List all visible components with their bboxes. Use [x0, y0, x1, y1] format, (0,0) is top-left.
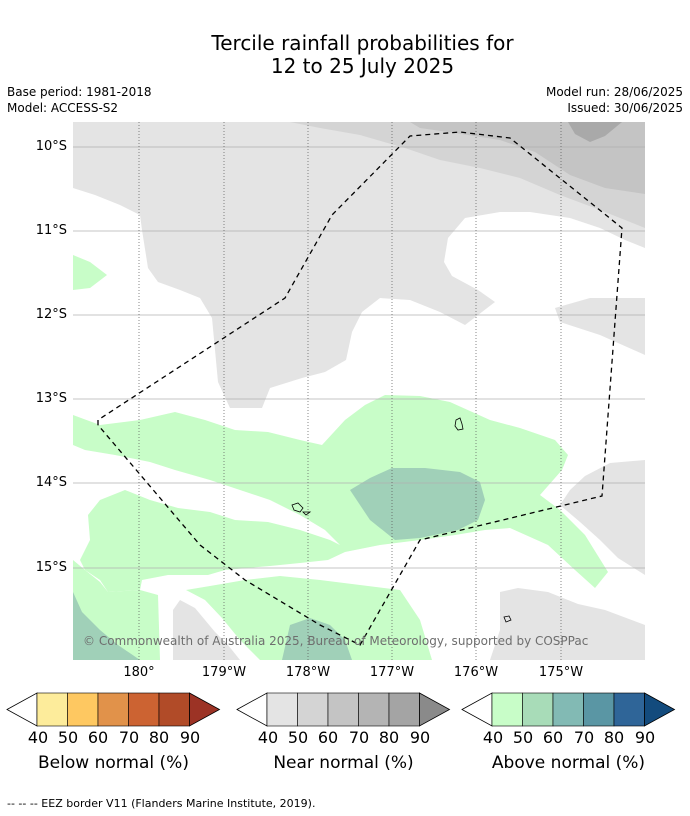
near-normal-region-north-peak: [568, 122, 622, 142]
issued-date: Issued: 30/06/2025: [567, 101, 683, 115]
island-south: [503, 615, 512, 623]
lat-label: 13°S: [35, 391, 67, 406]
near-normal-region-southeast: [560, 460, 645, 575]
eez-border: [97, 131, 623, 646]
above-normal-region-south-core: [282, 618, 352, 660]
above-normal-region-core: [350, 468, 485, 540]
tick-label: 40: [482, 728, 504, 747]
above-normal-region-west-patch: [73, 255, 107, 290]
tick-label: 50: [287, 728, 309, 747]
island-west: [291, 502, 312, 516]
near-normal-region-southwest: [173, 600, 240, 660]
near-normal-region-north: [73, 122, 645, 408]
lon-label: 176°W: [453, 665, 499, 680]
latitude-gridlines: [73, 146, 645, 569]
base-period: Base period: 1981-2018: [7, 85, 152, 99]
lon-label: 177°W: [369, 665, 415, 680]
tick-label: 50: [57, 728, 79, 747]
above-normal-region-southwest-core: [73, 592, 140, 660]
lon-label: 175°W: [538, 665, 584, 680]
above-normal-region-main: [73, 395, 608, 592]
tick-label: 40: [257, 728, 279, 747]
tick-label: 90: [409, 728, 431, 747]
tick-label: 70: [573, 728, 595, 747]
colorbar-near-label: Near normal (%): [273, 753, 414, 773]
tick-label: 60: [87, 728, 109, 747]
meta-left: Base period: 1981-2018 Model: ACCESS-S2: [7, 84, 152, 116]
tick-label: 60: [542, 728, 564, 747]
tick-label: 90: [634, 728, 656, 747]
model-name: Model: ACCESS-S2: [7, 101, 119, 115]
above-normal-region-south-2: [186, 576, 432, 660]
tick-label: 90: [179, 728, 201, 747]
tick-label: 70: [118, 728, 140, 747]
tick-label: 40: [27, 728, 49, 747]
tick-label: 70: [348, 728, 370, 747]
lat-label: 15°S: [35, 560, 67, 575]
colorbar-above-label: Above normal (%): [491, 753, 646, 773]
copyright-notice: © Commonwealth of Australia 2025, Bureau…: [83, 634, 589, 648]
lon-label: 180°: [123, 665, 155, 680]
colorbar-below-label: Below normal (%): [38, 753, 189, 773]
map-area: [73, 122, 645, 660]
lat-label: 11°S: [35, 223, 67, 238]
lat-label: 14°S: [35, 475, 67, 490]
lon-label: 179°W: [201, 665, 247, 680]
model-run: Model run: 28/06/2025: [545, 85, 683, 99]
tick-label: 80: [378, 728, 400, 747]
title-line-2: 12 to 25 July 2025: [270, 54, 455, 78]
title-line-1: Tercile rainfall probabilities for: [211, 31, 514, 55]
near-normal-region-south: [490, 588, 645, 660]
lat-label: 12°S: [35, 307, 67, 322]
tick-label: 50: [512, 728, 534, 747]
tick-label: 80: [603, 728, 625, 747]
tick-label: 60: [317, 728, 339, 747]
near-normal-region-east: [555, 298, 645, 355]
lat-label: 10°S: [35, 139, 67, 154]
island-north: [454, 417, 464, 431]
map-title: Tercile rainfall probabilities for 12 to…: [0, 32, 690, 78]
lon-label: 178°W: [285, 665, 331, 680]
meta-right: Model run: 28/06/2025 Issued: 30/06/2025: [546, 84, 683, 116]
tick-label: 80: [148, 728, 170, 747]
eez-footnote: -- -- -- EEZ border V11 (Flanders Marine…: [7, 797, 316, 810]
